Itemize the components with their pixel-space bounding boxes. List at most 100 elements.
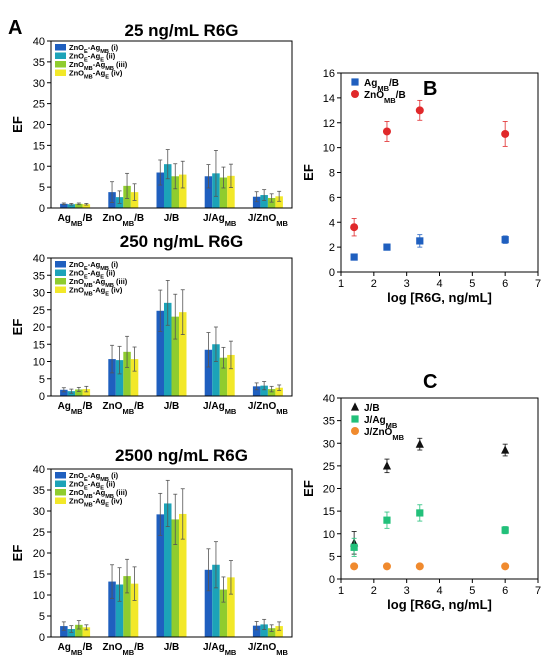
- category-label-main: J/B: [164, 642, 180, 653]
- category-label: ZnOMB/B: [102, 401, 144, 416]
- y-tick-label: 5: [329, 551, 335, 563]
- y-tick-label: 0: [329, 267, 335, 279]
- data-point: [383, 516, 391, 524]
- x-tick-label: 7: [535, 278, 541, 290]
- category-label: AgMB/B: [58, 213, 93, 228]
- category-label-sub: MB: [276, 648, 288, 657]
- x-tick-label: 2: [371, 585, 377, 597]
- x-tick-label: 1: [338, 585, 344, 597]
- category-label-main: J/Ag: [203, 642, 225, 653]
- legend-swatch: [55, 52, 66, 59]
- bar: [252, 196, 261, 208]
- legend-sub: MB: [84, 66, 93, 72]
- bar: [164, 302, 172, 396]
- legend-label-main: J/ZnO: [364, 427, 393, 438]
- data-point: [351, 415, 359, 423]
- chart-title: 2500 ng/mL R6G: [115, 446, 248, 465]
- legend-part: ZnO: [69, 497, 84, 506]
- plot-frame: [50, 468, 293, 638]
- legend-part: -Ag: [88, 52, 101, 61]
- category-label-sub: MB: [225, 648, 237, 657]
- category-label-main: ZnO: [102, 213, 122, 224]
- legend-part: (i): [109, 43, 119, 52]
- y-tick-label: 40: [33, 464, 45, 476]
- legend-part: ZnO: [69, 43, 84, 52]
- y-tick-label: 0: [39, 391, 45, 403]
- bar: [227, 577, 235, 637]
- bar: [108, 359, 116, 396]
- data-point: [350, 223, 359, 232]
- y-tick-label: 15: [323, 506, 335, 518]
- legend-part: (i): [109, 260, 119, 269]
- y-tick-label: 14: [323, 93, 335, 105]
- category-label: J/AgMB: [203, 401, 237, 416]
- bar: [82, 627, 91, 637]
- y-tick-label: 10: [33, 161, 45, 173]
- category-label: J/AgMB: [203, 213, 237, 228]
- y-tick-label: 30: [323, 438, 335, 450]
- bar: [75, 203, 83, 208]
- x-axis-label: log [R6G, ng/mL]: [387, 290, 492, 305]
- legend-label: ZnOMB-AgMB (iii): [69, 60, 128, 72]
- legend-part: ZnO: [69, 488, 84, 497]
- legend-label-sub: MB: [384, 96, 396, 105]
- legend-label: ZnOMB-AgE (iv): [69, 497, 123, 509]
- legend-part: -Ag: [88, 43, 101, 52]
- bar: [260, 385, 268, 396]
- x-tick-label: 6: [502, 585, 508, 597]
- legend-sub: E: [84, 58, 88, 64]
- data-point: [501, 129, 510, 138]
- legend-part: -Ag: [93, 69, 106, 78]
- bar: [219, 177, 228, 208]
- category-label-main: J/B: [164, 213, 180, 224]
- y-tick-label: 4: [329, 217, 335, 229]
- legend-sub: MB: [100, 266, 109, 272]
- legend-sub: E: [84, 477, 88, 483]
- bar: [212, 564, 220, 637]
- legend-label-main: J/Ag: [364, 415, 386, 426]
- legend-swatch: [55, 480, 66, 487]
- bar: [267, 197, 276, 208]
- category-label-sub: MB: [122, 648, 134, 657]
- y-tick-label: 20: [33, 548, 45, 560]
- legend-label: ZnOMB-AgE (iv): [69, 286, 123, 298]
- data-point: [501, 526, 509, 534]
- data-point: [415, 439, 424, 448]
- bar: [227, 354, 235, 396]
- legend-sub: E: [84, 275, 88, 281]
- y-tick-label: 8: [329, 168, 335, 180]
- data-point: [351, 427, 359, 435]
- data-point: [383, 243, 391, 251]
- bar: [179, 174, 187, 208]
- data-point: [351, 78, 359, 86]
- legend-sub: MB: [84, 503, 93, 509]
- legend-sub: MB: [105, 494, 114, 500]
- scatter-chart-c: 0 5 10 15 20 25 30 35 40 1 2 3 4 5 6 7 log [R6G, ng/mL] E…: [301, 393, 541, 612]
- legend-sub: MB: [105, 66, 114, 72]
- y-tick-label: 10: [323, 143, 335, 155]
- category-label-sub: MB: [71, 219, 83, 228]
- legend-sub: E: [105, 503, 109, 509]
- bar: [267, 628, 276, 637]
- y-axis-label: EF: [10, 545, 25, 562]
- legend-part: ZnO: [69, 269, 84, 278]
- data-point: [501, 236, 509, 244]
- x-tick-label: 4: [436, 278, 442, 290]
- y-tick-label: 30: [33, 288, 45, 300]
- legend-label-sub: MB: [386, 421, 398, 430]
- x-tick-label: 6: [502, 278, 508, 290]
- bar: [252, 625, 261, 637]
- bar: [252, 386, 261, 396]
- bar: [204, 569, 213, 637]
- x-tick-label: 1: [338, 278, 344, 290]
- legend-label: AgMB/B: [364, 78, 399, 93]
- legend-label: ZnOE-AgE (ii): [69, 480, 116, 492]
- y-tick-label: 15: [33, 339, 45, 351]
- legend-part: -Ag: [88, 269, 101, 278]
- category-label-post: /B: [83, 642, 93, 653]
- bar: [108, 581, 116, 637]
- bar: [260, 195, 268, 208]
